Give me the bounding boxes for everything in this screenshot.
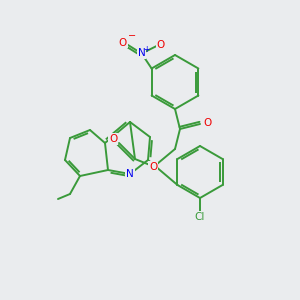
Text: O: O [118, 38, 127, 47]
Text: +: + [143, 44, 149, 53]
Text: O: O [109, 134, 117, 144]
Text: N: N [138, 49, 146, 58]
Text: N: N [126, 169, 134, 179]
Text: O: O [157, 40, 165, 50]
Text: Cl: Cl [195, 212, 205, 222]
Text: O: O [203, 118, 211, 128]
Text: −: − [128, 32, 136, 41]
Text: O: O [149, 162, 157, 172]
